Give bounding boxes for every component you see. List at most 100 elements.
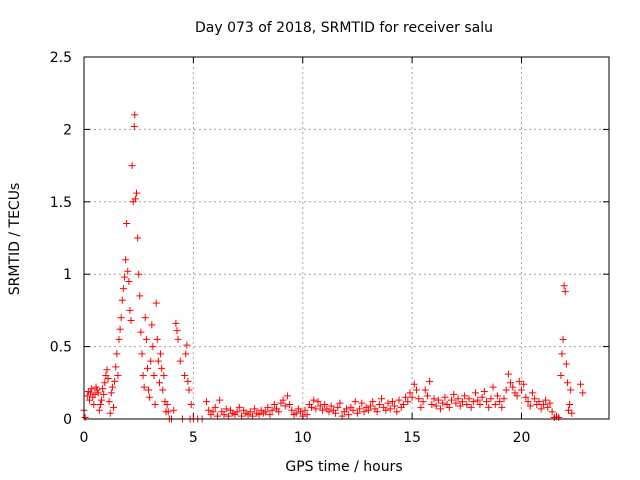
- y-axis-label: SRMTID / TECUs: [7, 183, 23, 296]
- data-point: [489, 383, 497, 391]
- data-point: [83, 392, 91, 400]
- data-point: [568, 409, 576, 417]
- data-point: [498, 403, 506, 411]
- data-point: [423, 392, 431, 400]
- data-point: [384, 399, 392, 407]
- data-point: [544, 403, 552, 411]
- x-tick-label: 10: [294, 430, 312, 446]
- data-point: [153, 335, 161, 343]
- data-point: [507, 379, 515, 387]
- data-point: [98, 396, 105, 404]
- data-point: [555, 414, 563, 422]
- data-point: [452, 399, 460, 407]
- data-point: [559, 335, 567, 343]
- data-point: [205, 406, 213, 414]
- data-point: [141, 314, 149, 322]
- y-tick-label: 2: [63, 122, 72, 138]
- data-point: [220, 411, 228, 419]
- data-point: [356, 405, 364, 413]
- data-point: [125, 277, 133, 285]
- data-point: [151, 401, 159, 409]
- data-point: [546, 399, 554, 407]
- data-point: [345, 411, 353, 419]
- data-point: [216, 396, 224, 404]
- data-point: [312, 405, 320, 413]
- data-point: [343, 405, 350, 413]
- data-point: [480, 387, 488, 395]
- data-point: [441, 393, 449, 401]
- data-point: [560, 282, 568, 290]
- data-points: [80, 111, 587, 423]
- data-point: [266, 411, 274, 419]
- data-point: [562, 360, 570, 368]
- data-point: [566, 401, 574, 409]
- data-point: [203, 398, 210, 406]
- data-point: [491, 401, 499, 409]
- data-point: [222, 405, 230, 413]
- data-point: [135, 270, 143, 278]
- data-point: [493, 392, 501, 400]
- data-point: [159, 386, 167, 394]
- data-point: [485, 403, 493, 411]
- data-point: [92, 383, 100, 391]
- data-point: [248, 412, 256, 420]
- data-point: [140, 383, 148, 391]
- x-tick-label: 20: [513, 430, 531, 446]
- data-point: [286, 401, 294, 409]
- data-point: [542, 396, 550, 404]
- data-point: [157, 350, 165, 358]
- data-point: [99, 385, 107, 393]
- data-point: [338, 412, 346, 420]
- data-point: [358, 399, 366, 407]
- data-point: [134, 234, 142, 242]
- data-point: [448, 396, 455, 404]
- x-tick-label: 0: [80, 430, 89, 446]
- data-point: [128, 162, 136, 170]
- data-point: [90, 401, 98, 409]
- data-point: [567, 386, 575, 394]
- data-point: [463, 401, 471, 409]
- data-point: [138, 350, 146, 358]
- data-point: [174, 335, 182, 343]
- data-point: [251, 405, 259, 413]
- data-point: [103, 366, 111, 374]
- data-point: [104, 374, 112, 382]
- data-point: [332, 409, 340, 417]
- data-point: [450, 390, 458, 398]
- data-point: [158, 364, 166, 372]
- data-point: [170, 406, 178, 414]
- data-point: [164, 408, 172, 416]
- data-point: [131, 195, 139, 203]
- x-tick-label: 5: [189, 430, 198, 446]
- data-point: [111, 377, 119, 385]
- data-point: [351, 398, 359, 406]
- data-point: [279, 396, 287, 404]
- data-point: [487, 395, 495, 403]
- data-point: [112, 363, 120, 371]
- data-point: [496, 398, 504, 406]
- data-point: [130, 123, 138, 131]
- data-point: [367, 402, 375, 410]
- data-point: [155, 379, 163, 387]
- data-point: [87, 389, 95, 397]
- data-point: [91, 390, 99, 398]
- data-point: [270, 401, 278, 409]
- data-point: [408, 393, 416, 401]
- data-point: [353, 409, 361, 417]
- data-point: [154, 357, 162, 365]
- data-point: [299, 412, 307, 420]
- data-point: [163, 401, 171, 409]
- data-point: [327, 402, 335, 410]
- y-tick-label: 0.5: [50, 340, 72, 356]
- data-point: [209, 408, 217, 416]
- data-point: [378, 395, 385, 403]
- data-point: [395, 396, 403, 404]
- data-point: [548, 408, 556, 416]
- data-point: [268, 406, 276, 414]
- data-point: [94, 389, 102, 397]
- data-point: [173, 327, 181, 335]
- data-point: [421, 386, 429, 394]
- data-point: [386, 405, 394, 413]
- data-point: [518, 386, 525, 394]
